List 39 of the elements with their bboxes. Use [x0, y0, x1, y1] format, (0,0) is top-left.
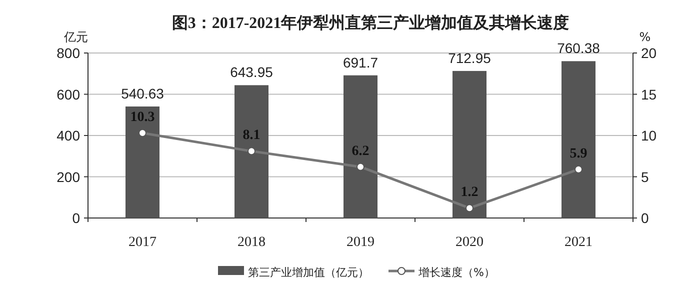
y2-tick-label: 20 [641, 45, 657, 61]
bar [562, 61, 596, 218]
point [574, 165, 582, 174]
bar [344, 75, 378, 218]
data-label: 10.3 [130, 110, 155, 126]
data-label: 8.1 [242, 128, 260, 144]
data-label: 1.2 [460, 185, 478, 200]
x-tick-label: 2017 [128, 235, 156, 250]
y2-tick-label: 10 [641, 128, 657, 144]
legend-label: 第三产业增加值（亿元） [248, 266, 369, 279]
x-tick-label: 2021 [564, 235, 592, 250]
y2-tick-label: 15 [641, 86, 657, 102]
legend-label: 增长速度（%） [418, 266, 495, 279]
data-label: 540.63 [121, 85, 164, 102]
point [466, 204, 474, 212]
x-tick-label: 2019 [346, 235, 374, 250]
point [248, 147, 256, 156]
data-label: 5.9 [570, 146, 588, 162]
y2-tick-label: 0 [641, 210, 649, 226]
y-tick-label: 200 [56, 168, 80, 185]
chart-title: 图3：2017-2021年伊犁州直第三产业增加值及其增长速度 [172, 13, 570, 32]
bar [234, 85, 268, 218]
data-label: 760.38 [557, 40, 600, 56]
y-tick-label: 800 [56, 45, 80, 61]
bar [126, 106, 160, 218]
y2-axis-title: % [639, 30, 651, 44]
y2-tick-label: 5 [641, 168, 649, 185]
point [356, 162, 364, 171]
y-tick-label: 400 [56, 128, 80, 144]
y-axis-title: 亿元 [63, 30, 88, 44]
data-label: 691.7 [342, 54, 378, 70]
data-label: 6.2 [352, 144, 370, 159]
data-label: 712.95 [448, 50, 492, 66]
y-tick-label: 0 [72, 210, 80, 226]
data-label: 643.95 [230, 64, 274, 80]
y-tick-label: 600 [56, 86, 80, 102]
x-tick-label: 2018 [238, 235, 266, 250]
bar [452, 70, 486, 218]
x-tick-label: 2020 [456, 235, 484, 250]
